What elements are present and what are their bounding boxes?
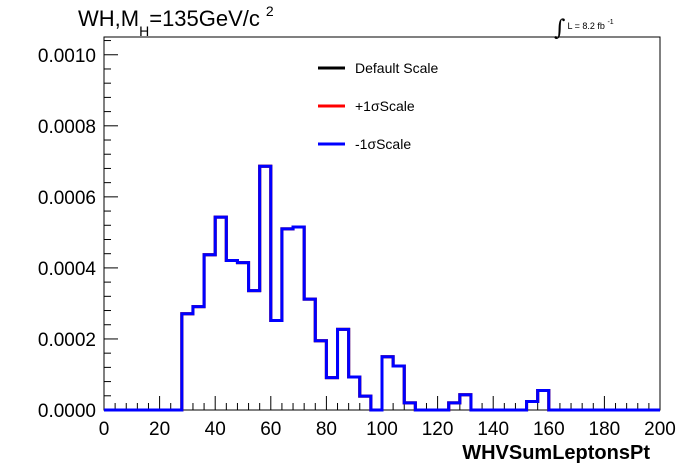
- x-tick-label: 200: [644, 419, 676, 440]
- x-tick-label: 100: [366, 419, 398, 440]
- x-axis: 0 20 40 60 80 100 120 140 160 180 200: [99, 396, 676, 440]
- luminosity-label: ∫ L = 8.2 fb -1: [554, 10, 614, 41]
- x-tick-label: 60: [260, 419, 281, 440]
- legend-label: Default Scale: [355, 60, 438, 76]
- x-tick-label: 0: [99, 419, 110, 440]
- x-tick-label: 140: [477, 419, 509, 440]
- title-text-rest: =135GeV/c: [149, 6, 260, 31]
- y-tick-label: 0.0000: [38, 401, 96, 422]
- x-tick-label: 180: [589, 419, 621, 440]
- luminosity-text: L = 8.2 fb: [567, 21, 605, 31]
- x-tick-label: 160: [533, 419, 565, 440]
- x-tick-label: 20: [149, 419, 170, 440]
- x-tick-label: 80: [316, 419, 337, 440]
- integral-symbol: ∫: [554, 16, 566, 41]
- y-tick-label: 0.0008: [38, 117, 96, 138]
- y-tick-label: 0.0004: [38, 259, 97, 280]
- chart-title: WH,MH=135GeV/c 2: [78, 3, 274, 39]
- y-tick-label: 0.0002: [38, 330, 96, 351]
- x-axis-title: WHVSumLeptonsPt: [462, 442, 650, 464]
- legend-label: +1σScale: [355, 98, 415, 114]
- luminosity-superscript: -1: [607, 19, 614, 26]
- title-superscript: 2: [265, 3, 274, 19]
- title-subscript: H: [139, 23, 150, 39]
- y-tick-label: 0.0010: [38, 46, 96, 67]
- series-layer: [104, 164, 660, 412]
- title-text: WH,M: [78, 6, 140, 31]
- y-tick-label: 0.0006: [38, 188, 96, 209]
- legend: Default Scale +1σScale -1σScale: [318, 60, 438, 152]
- plot-frame: [103, 36, 661, 411]
- x-tick-label: 40: [205, 419, 226, 440]
- legend-label: -1σScale: [355, 136, 411, 152]
- series-line-2: [104, 164, 660, 412]
- x-tick-label: 120: [422, 419, 454, 440]
- y-axis: 0.0000 0.0002 0.0004 0.0006 0.0008 0.0010: [38, 40, 118, 422]
